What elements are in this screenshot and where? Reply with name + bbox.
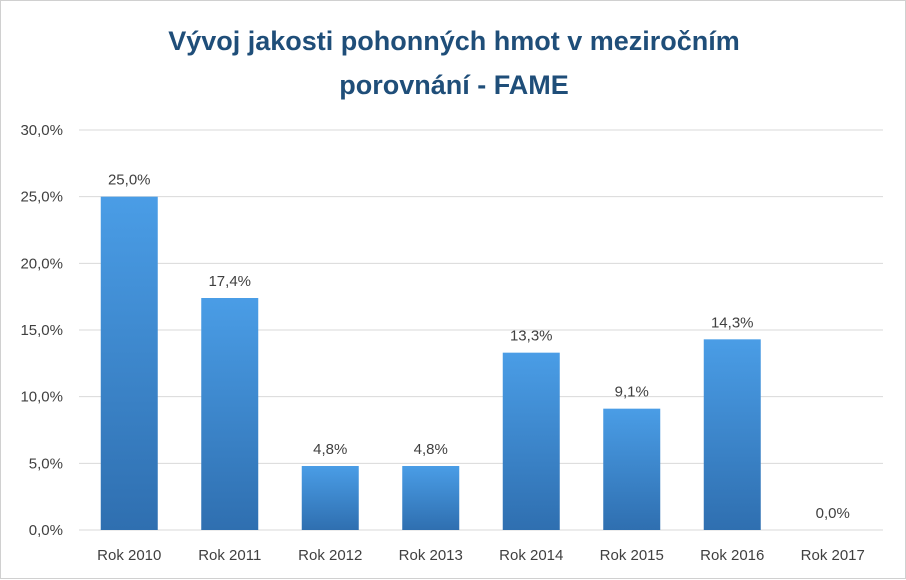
data-label: 14,3% [711,314,754,331]
y-tick-label: 5,0% [29,455,63,472]
y-tick-label: 0,0% [29,522,63,539]
y-axis-ticks: 0,0% 5,0% 10,0% 15,0% 20,0% 25,0% 30,0% [20,122,63,539]
x-tick-label: Rok 2012 [298,547,362,564]
data-label: 0,0% [816,505,850,522]
data-label: 13,3% [510,328,553,345]
y-tick-label: 20,0% [20,255,63,272]
gridlines [79,129,883,531]
bar [703,339,761,530]
y-tick-label: 30,0% [20,122,63,139]
x-tick-label: Rok 2017 [801,547,865,564]
x-tick-label: Rok 2016 [700,547,764,564]
x-axis-ticks: Rok 2010 Rok 2011 Rok 2012 Rok 2013 Rok 2014… [97,547,865,564]
data-label: 4,8% [414,441,448,458]
data-label: 9,1% [615,384,649,401]
bar [603,408,661,530]
bar [100,196,158,530]
data-label: 4,8% [313,441,347,458]
data-label: 25,0% [108,172,151,189]
data-labels: 25,0% 17,4% 4,8% 4,8% 13,3% 9,1% 14,3% 0,0% [108,172,850,522]
chart-title: Vývoj jakosti pohonných hmot v meziroční… [168,26,740,100]
x-tick-label: Rok 2010 [97,547,161,564]
bar [301,466,359,530]
data-label: 17,4% [208,273,251,290]
y-tick-label: 25,0% [20,189,63,206]
bar [502,352,560,530]
x-tick-label: Rok 2015 [600,547,664,564]
bar [402,466,460,530]
bar [201,298,259,530]
y-tick-label: 15,0% [20,322,63,339]
y-tick-label: 10,0% [20,389,63,406]
x-tick-label: Rok 2013 [399,547,463,564]
x-tick-label: Rok 2014 [499,547,563,564]
x-tick-label: Rok 2011 [198,547,261,564]
bars [100,196,761,530]
